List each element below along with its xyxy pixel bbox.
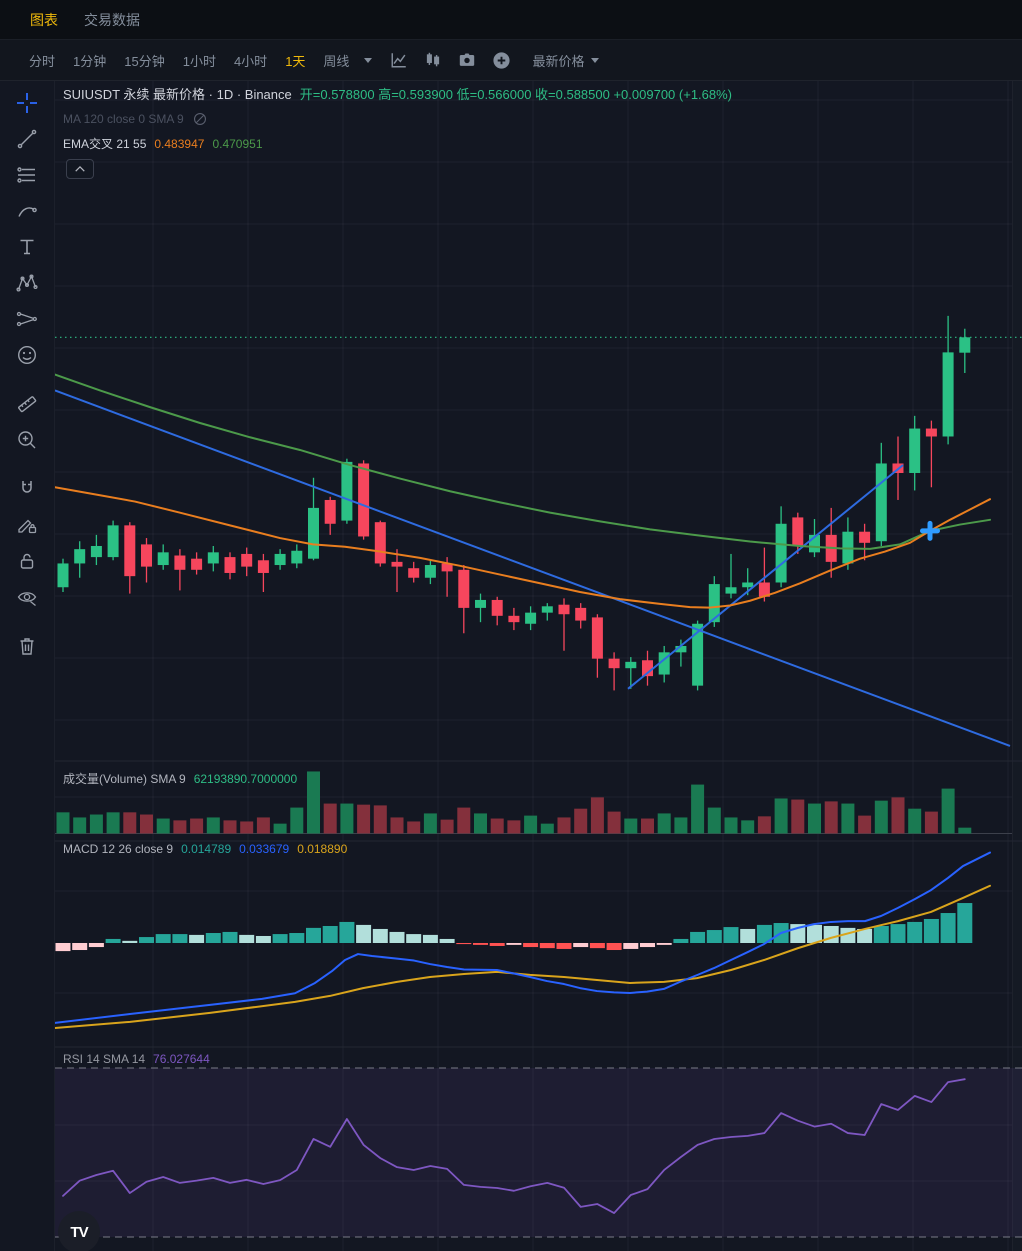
- ema55-value: 0.470951: [212, 136, 263, 151]
- crosshair-tool[interactable]: [9, 85, 45, 121]
- chart-toolbar: 分时 1分钟 15分钟 1小时 4小时 1天 周线 最新价格: [0, 40, 1022, 81]
- hide-drawings-tool[interactable]: [9, 579, 45, 615]
- ohlc-values: 开=0.578800 高=0.593900 低=0.566000 收=0.588…: [299, 87, 733, 102]
- camera-icon[interactable]: [450, 45, 484, 75]
- tab-trade-data[interactable]: 交易数据: [84, 11, 140, 28]
- macd-hist-value: 0.014789: [181, 842, 232, 856]
- timeframe-1d[interactable]: 1天: [285, 53, 306, 69]
- chart-style-icon[interactable]: [382, 45, 416, 75]
- price-source-label: 最新价格: [532, 53, 585, 69]
- timeframe-dropdown-icon[interactable]: [364, 57, 373, 63]
- ruler-tool[interactable]: [9, 386, 45, 422]
- remove-drawings-tool[interactable]: [9, 628, 45, 664]
- volume-legend[interactable]: 成交量(Volume) SMA 9 62193890.7000000: [63, 770, 297, 787]
- ma-indicator-label: MA 120 close 0 SMA 9: [63, 112, 184, 126]
- timeframe-1h[interactable]: 1小时: [182, 53, 216, 69]
- eye-hidden-icon[interactable]: [192, 111, 208, 127]
- macd-label: MACD 12 26 close 9: [63, 842, 174, 856]
- lock-all-tool[interactable]: [9, 543, 45, 579]
- indicators-icon[interactable]: [416, 45, 450, 75]
- timeframe-minute-chart[interactable]: 分时: [29, 53, 56, 69]
- volume-label: 成交量(Volume) SMA 9: [63, 772, 186, 786]
- price-source-caret-icon: [591, 57, 600, 63]
- zoom-in-tool[interactable]: [9, 422, 45, 458]
- xabcd-pattern-tool[interactable]: [9, 265, 45, 301]
- price-source-dropdown[interactable]: 最新价格: [532, 51, 600, 70]
- macd-line-value: 0.033679: [239, 842, 290, 856]
- brush-tool[interactable]: [9, 193, 45, 229]
- macd-legend[interactable]: MACD 12 26 close 9 0.014789 0.033679 0.0…: [63, 842, 347, 856]
- ema-cross-label: EMA交叉 21 55: [63, 137, 147, 151]
- timeframe-4h[interactable]: 4小时: [233, 53, 268, 69]
- rsi-legend[interactable]: RSI 14 SMA 14 76.027644: [63, 1052, 210, 1066]
- parallel-lines-tool[interactable]: [9, 157, 45, 193]
- text-tool[interactable]: [9, 229, 45, 265]
- emoji-tool[interactable]: [9, 337, 45, 373]
- symbol-title: SUIUSDT 永续 最新价格 · 1D · Binance: [63, 87, 292, 102]
- volume-value: 62193890.7000000: [193, 771, 298, 786]
- timeframe-15m[interactable]: 15分钟: [124, 53, 165, 69]
- ema21-value: 0.483947: [154, 136, 205, 151]
- tab-chart[interactable]: 图表: [30, 11, 58, 28]
- timeframe-1w[interactable]: 周线: [323, 53, 350, 69]
- ema-cross-legend[interactable]: EMA交叉 21 55 0.483947 0.470951: [63, 135, 263, 152]
- drawing-tools-sidebar: [0, 81, 55, 1251]
- rsi-value: 76.027644: [153, 1052, 210, 1066]
- top-nav-bar: 图表 交易数据: [0, 0, 1022, 40]
- drawing-lock-tool[interactable]: [9, 507, 45, 543]
- tradingview-logo[interactable]: TV: [58, 1211, 100, 1251]
- ma-indicator-legend[interactable]: MA 120 close 0 SMA 9: [63, 111, 208, 127]
- rsi-label: RSI 14 SMA 14: [63, 1052, 146, 1066]
- trend-line-tool[interactable]: [9, 121, 45, 157]
- indicator-collapse-button[interactable]: [66, 159, 94, 179]
- magnet-tool[interactable]: [9, 471, 45, 507]
- add-indicator-icon[interactable]: [484, 45, 518, 75]
- timeframe-1m[interactable]: 1分钟: [73, 53, 107, 69]
- forecast-tool[interactable]: [9, 301, 45, 337]
- right-axis-strip: [1012, 81, 1022, 1251]
- macd-signal-value: 0.018890: [297, 842, 348, 856]
- symbol-legend[interactable]: SUIUSDT 永续 最新价格 · 1D · Binance 开=0.57880…: [63, 84, 732, 103]
